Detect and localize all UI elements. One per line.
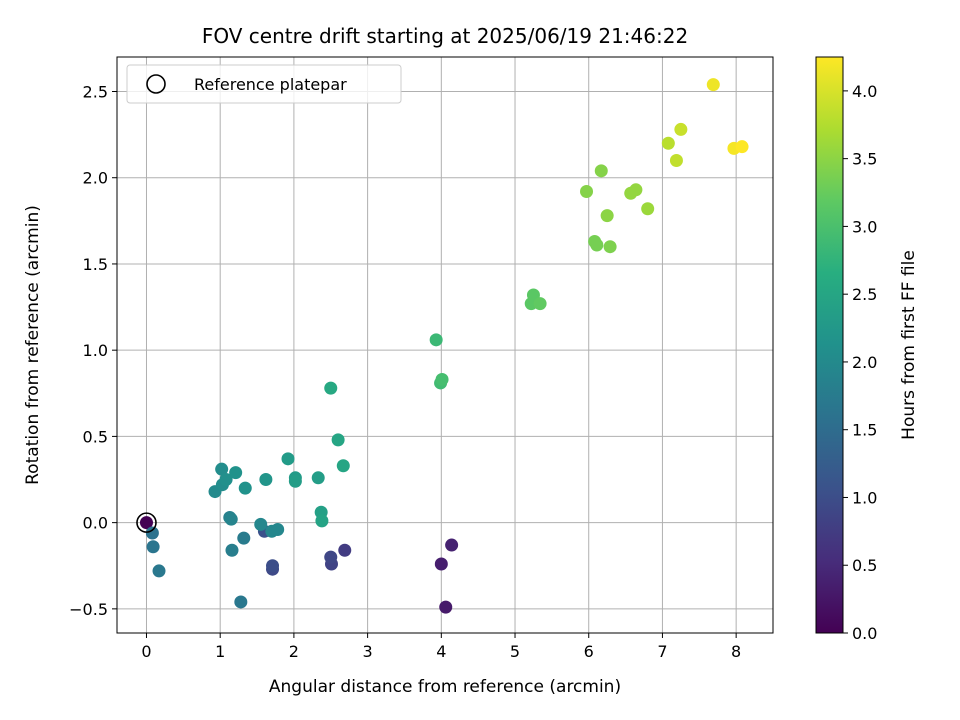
y-tick-label: 2.0 <box>83 169 108 188</box>
data-point <box>152 564 166 578</box>
plot-frame <box>116 56 774 634</box>
legend-marker-icon <box>146 74 166 94</box>
data-point <box>603 240 617 254</box>
data-point <box>434 557 448 571</box>
data-point <box>336 459 350 473</box>
y-tick-label: −0.5 <box>69 600 108 619</box>
data-point <box>139 516 153 530</box>
x-tick-label: 6 <box>584 642 594 661</box>
y-tick-label: 1.5 <box>83 255 108 274</box>
x-tick-label: 4 <box>436 642 446 661</box>
reference-marker <box>136 512 157 533</box>
data-point <box>629 183 643 197</box>
data-point <box>600 209 614 223</box>
data-point <box>324 550 338 564</box>
data-point <box>254 517 268 531</box>
y-tick-label: 0.0 <box>83 514 108 533</box>
data-point <box>641 202 655 216</box>
data-point <box>674 122 688 136</box>
data-point <box>238 481 252 495</box>
axes: 0 1 2 3 4 5 6 7 8 −0.5 0.0 0.5 1.0 1.5 2.0 2.5 <box>69 56 774 661</box>
data-point <box>435 372 449 386</box>
legend-box <box>126 64 402 104</box>
data-point <box>590 238 604 252</box>
data-point <box>219 473 233 487</box>
legend-label: Reference platepar <box>194 75 347 94</box>
data-point <box>669 153 683 167</box>
data-point <box>661 136 675 150</box>
data-point <box>288 474 302 488</box>
colorbar-tick-label: 2.0 <box>852 353 877 372</box>
data-points <box>136 78 749 614</box>
colorbar-tick-label: 4.0 <box>852 82 877 101</box>
data-point <box>735 140 749 154</box>
y-tick-label: 2.5 <box>83 82 108 101</box>
y-tick-label: 1.0 <box>83 341 108 360</box>
x-tick-label: 3 <box>363 642 373 661</box>
data-point <box>281 452 295 466</box>
colorbar-label: Hours from first FF file <box>899 250 919 440</box>
data-point <box>145 526 159 540</box>
x-tick-label: 8 <box>731 642 741 661</box>
x-axis-label: Angular distance from reference (arcmin) <box>269 677 621 697</box>
data-point <box>259 473 273 487</box>
data-point <box>580 185 594 199</box>
y-tick-label: 0.5 <box>83 427 108 446</box>
colorbar-tick-label: 0.0 <box>852 624 877 643</box>
x-tick-label: 2 <box>289 642 299 661</box>
data-point <box>229 466 243 480</box>
chart-title: FOV centre drift starting at 2025/06/19 … <box>202 24 688 48</box>
colorbar: 0.0 0.5 1.0 1.5 2.0 2.5 3.0 3.5 4.0 Hours from f… <box>815 56 919 643</box>
colorbar-tick-label: 3.0 <box>852 217 877 236</box>
colorbar-gradient <box>815 56 844 634</box>
data-point <box>594 164 608 178</box>
data-point <box>331 433 345 447</box>
data-point <box>237 531 251 545</box>
data-point <box>311 471 325 485</box>
x-tick-label: 7 <box>657 642 667 661</box>
colorbar-tick-label: 1.0 <box>852 488 877 507</box>
data-point <box>706 78 720 92</box>
colorbar-ticks: 0.0 0.5 1.0 1.5 2.0 2.5 3.0 3.5 4.0 <box>843 82 877 643</box>
colorbar-tick-label: 1.5 <box>852 421 877 440</box>
data-point <box>315 514 329 528</box>
colorbar-tick-label: 0.5 <box>852 556 877 575</box>
data-point <box>338 543 352 557</box>
data-point <box>533 297 547 311</box>
data-point <box>429 333 443 347</box>
data-point <box>225 543 239 557</box>
colorbar-tick-label: 3.5 <box>852 150 877 169</box>
data-point <box>215 462 229 476</box>
legend: Reference platepar <box>126 64 402 104</box>
x-tick-label: 1 <box>215 642 225 661</box>
x-tick-label: 5 <box>510 642 520 661</box>
x-tick-label: 0 <box>141 642 151 661</box>
data-point <box>439 600 453 614</box>
data-point <box>224 512 238 526</box>
colorbar-tick-label: 2.5 <box>852 285 877 304</box>
data-point <box>271 523 285 537</box>
data-point <box>266 559 280 573</box>
y-axis-label: Rotation from reference (arcmin) <box>23 205 43 485</box>
data-point <box>146 540 160 554</box>
data-point <box>234 595 248 609</box>
data-point <box>324 381 338 395</box>
data-point <box>445 538 459 552</box>
